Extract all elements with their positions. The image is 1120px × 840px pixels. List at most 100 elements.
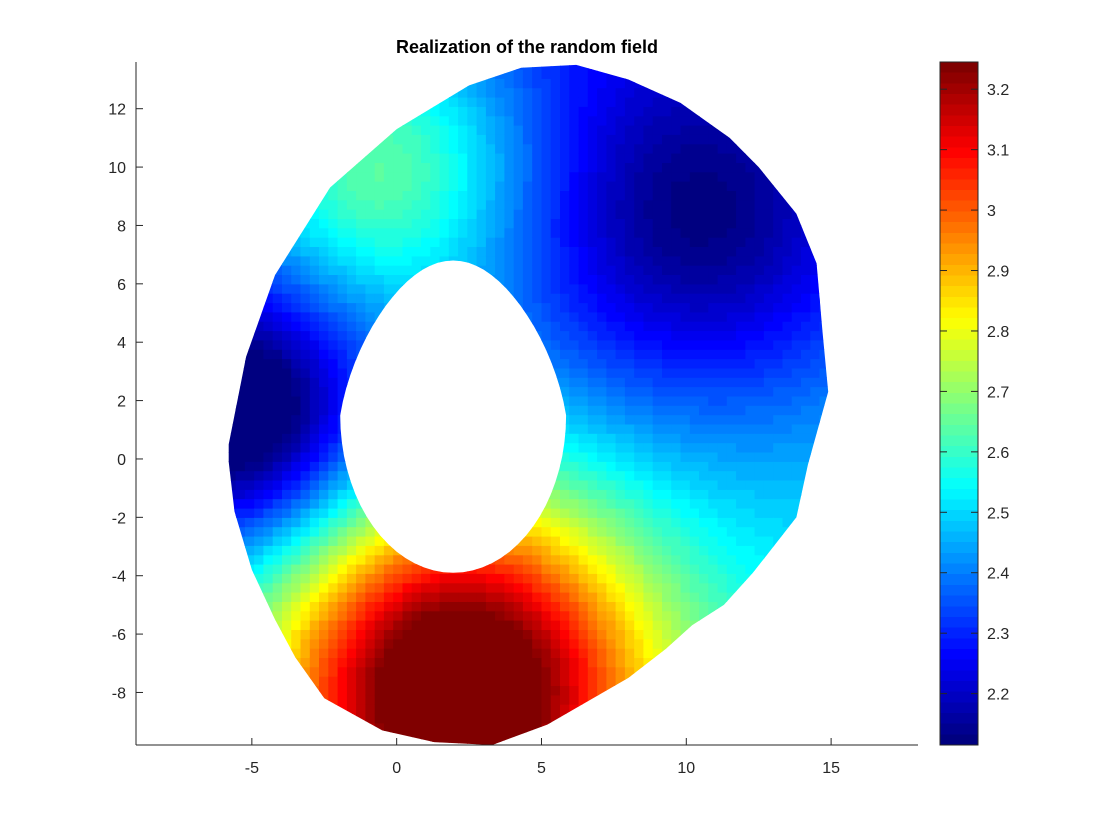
field-cell bbox=[476, 106, 487, 117]
field-cell bbox=[337, 545, 348, 556]
field-cell bbox=[819, 395, 829, 406]
field-cell bbox=[754, 69, 765, 79]
field-cell bbox=[754, 237, 765, 247]
field-cell bbox=[745, 592, 756, 602]
field-cell bbox=[374, 302, 385, 313]
field-cell bbox=[560, 153, 570, 163]
field-cell bbox=[402, 302, 413, 313]
field-cell bbox=[624, 405, 635, 416]
field-cell bbox=[504, 638, 515, 649]
field-cell bbox=[430, 349, 441, 360]
field-cell bbox=[467, 190, 478, 201]
field-cell bbox=[346, 209, 357, 219]
field-cell bbox=[560, 573, 570, 584]
field-cell bbox=[346, 162, 357, 173]
field-cell bbox=[504, 218, 515, 229]
field-cell bbox=[309, 125, 320, 135]
field-cell bbox=[504, 442, 515, 453]
field-cell bbox=[634, 153, 645, 163]
field-cell bbox=[328, 97, 339, 107]
field-cell bbox=[300, 293, 311, 304]
field-cell bbox=[374, 713, 385, 724]
field-cell bbox=[643, 237, 654, 247]
field-cell bbox=[791, 694, 802, 705]
field-cell bbox=[356, 153, 366, 163]
field-cell bbox=[504, 489, 515, 500]
field-cell bbox=[726, 423, 737, 434]
field-cell bbox=[300, 227, 311, 238]
field-cell bbox=[300, 545, 311, 556]
field-cell bbox=[717, 302, 728, 313]
field-cell bbox=[820, 50, 830, 60]
field-cell bbox=[541, 480, 552, 490]
field-cell bbox=[634, 564, 645, 574]
field-cell bbox=[374, 480, 385, 490]
field-cell bbox=[597, 470, 607, 481]
field-cell bbox=[689, 573, 700, 584]
field-cell bbox=[810, 610, 821, 621]
field-cell bbox=[801, 153, 811, 163]
field-cell bbox=[541, 620, 552, 630]
field-cell bbox=[801, 87, 811, 98]
field-cell bbox=[244, 414, 255, 425]
field-cell bbox=[235, 227, 246, 238]
field-cell bbox=[337, 433, 348, 444]
field-cell bbox=[522, 106, 533, 117]
field-cell bbox=[228, 564, 237, 574]
field-cell bbox=[346, 283, 357, 294]
field-cell bbox=[383, 694, 394, 705]
field-cell bbox=[652, 452, 663, 462]
field-cell bbox=[773, 704, 784, 714]
field-cell bbox=[263, 648, 274, 658]
field-cell bbox=[569, 265, 580, 275]
field-cell bbox=[726, 349, 737, 360]
field-cell bbox=[263, 666, 274, 677]
field-cell bbox=[383, 601, 394, 612]
field-cell bbox=[634, 218, 645, 229]
field-cell bbox=[745, 620, 756, 630]
field-cell bbox=[291, 321, 302, 332]
field-cell bbox=[550, 526, 561, 537]
field-cell bbox=[439, 349, 450, 360]
field-cell bbox=[282, 545, 292, 556]
field-cell bbox=[699, 601, 709, 612]
field-cell bbox=[291, 283, 302, 294]
field-cell bbox=[708, 265, 719, 275]
field-cell bbox=[393, 293, 404, 304]
field-cell bbox=[624, 293, 635, 304]
field-cell bbox=[217, 265, 227, 275]
field-cell bbox=[282, 452, 292, 462]
field-cell bbox=[217, 256, 227, 266]
field-cell bbox=[467, 227, 478, 238]
field-cell bbox=[346, 78, 357, 89]
field-cell bbox=[624, 414, 635, 425]
field-cell bbox=[615, 330, 626, 341]
field-cell bbox=[467, 423, 478, 434]
field-cell bbox=[346, 330, 357, 341]
field-cell bbox=[736, 64, 746, 70]
field-cell bbox=[736, 573, 746, 584]
field-cell bbox=[244, 97, 255, 107]
field-cell bbox=[319, 666, 329, 677]
field-cell bbox=[448, 582, 459, 593]
field-cell bbox=[763, 564, 774, 574]
field-cell bbox=[652, 87, 663, 98]
field-cell bbox=[773, 648, 784, 658]
field-cell bbox=[560, 741, 570, 745]
field-cell bbox=[560, 676, 570, 686]
field-cell bbox=[228, 433, 237, 444]
field-cell bbox=[717, 732, 728, 743]
field-cell bbox=[337, 190, 348, 201]
field-cell bbox=[560, 480, 570, 490]
field-cell bbox=[569, 694, 580, 705]
field-cell bbox=[495, 470, 505, 481]
field-cell bbox=[829, 368, 839, 378]
field-cell bbox=[393, 199, 404, 210]
field-cell bbox=[384, 50, 394, 60]
field-cell bbox=[541, 349, 552, 360]
field-cell bbox=[356, 199, 366, 210]
field-cell bbox=[448, 199, 459, 210]
field-cell bbox=[560, 190, 570, 201]
field-cell bbox=[671, 255, 682, 266]
field-cell bbox=[337, 330, 348, 341]
